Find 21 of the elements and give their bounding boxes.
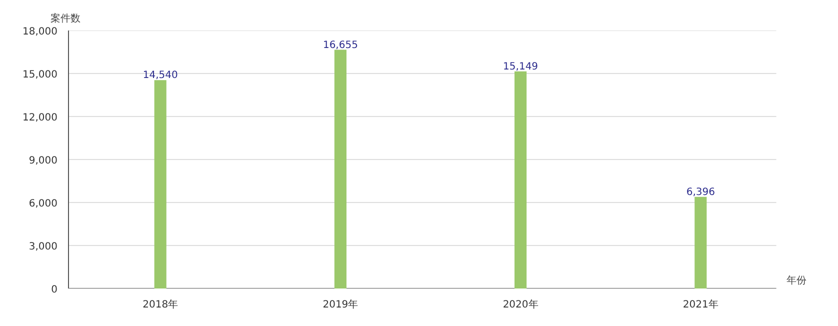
x-tick-label: 2021年 bbox=[682, 298, 718, 310]
y-tick-label: 9,000 bbox=[28, 156, 58, 166]
bar bbox=[694, 196, 707, 288]
y-tick-label: 3,000 bbox=[28, 242, 58, 252]
x-tick-label: 2018年 bbox=[142, 298, 178, 310]
bar bbox=[334, 50, 346, 288]
data-label: 16,655 bbox=[322, 40, 358, 51]
data-label: 15,149 bbox=[503, 61, 538, 72]
y-tick-label: 6,000 bbox=[28, 198, 58, 210]
y-tick-label: 0 bbox=[51, 284, 58, 296]
y-tick-label: 12,000 bbox=[22, 112, 58, 124]
data-label: 14,540 bbox=[142, 70, 178, 82]
bar bbox=[514, 71, 527, 288]
y-tick-label: 15,000 bbox=[22, 70, 58, 80]
bar bbox=[154, 80, 166, 288]
x-tick-label: 2019年 bbox=[322, 298, 358, 310]
y-tick-label: 18,000 bbox=[22, 26, 58, 38]
y-axis-title: 案件数 bbox=[50, 12, 80, 24]
x-axis-title: 年份 bbox=[786, 274, 806, 286]
data-label: 6,396 bbox=[686, 186, 715, 198]
x-tick-label: 2020年 bbox=[502, 298, 538, 310]
